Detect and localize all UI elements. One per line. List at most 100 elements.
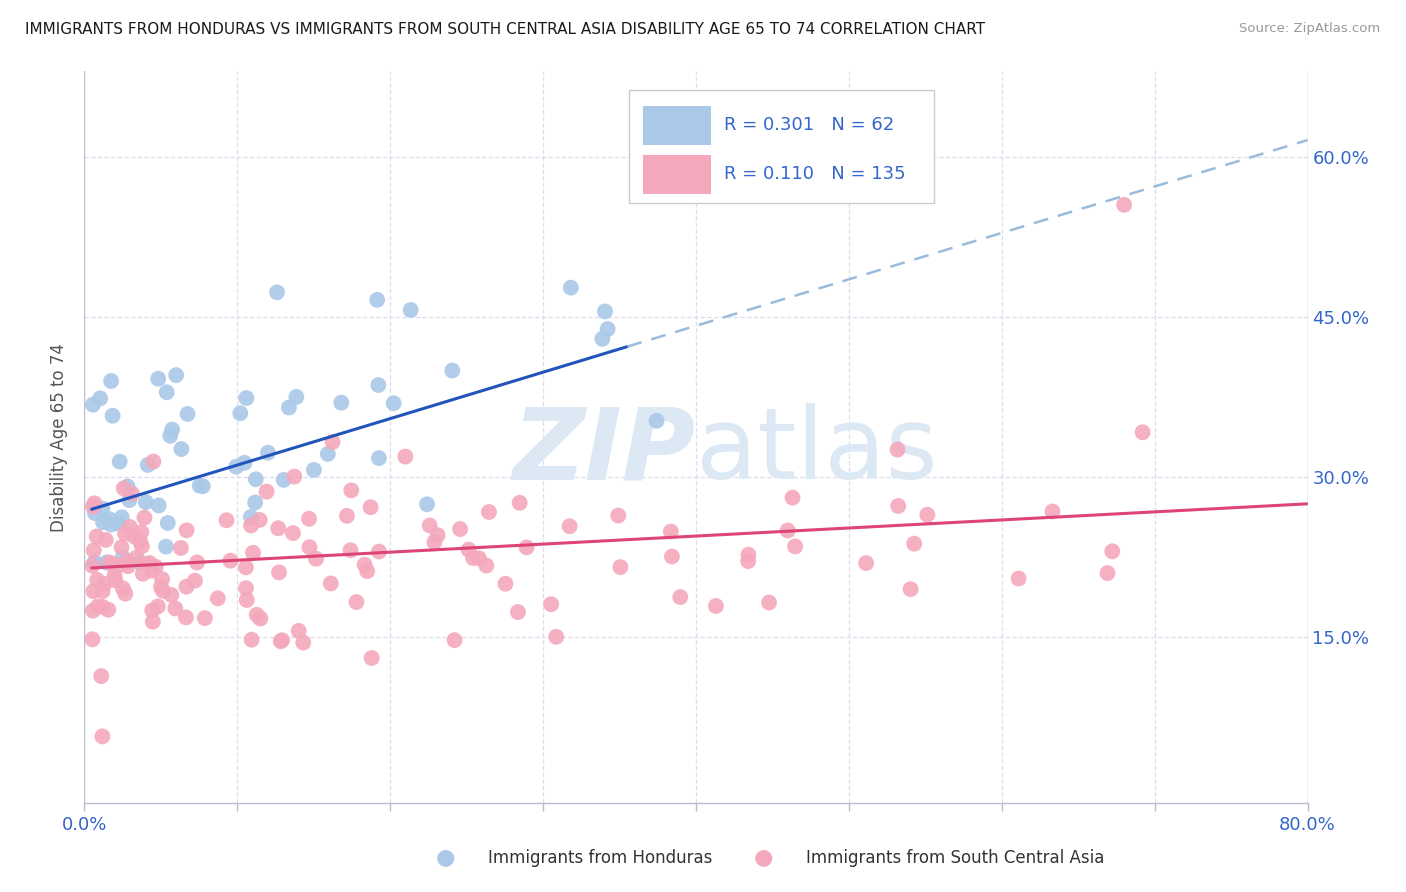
Point [235,391,257,405]
Point [419,518,441,533]
Point [82,398,104,412]
Point [188,479,211,493]
Point [704,599,727,613]
Point [108,454,131,468]
Point [152,583,174,598]
Point [900,582,922,597]
Point [292,635,315,649]
Point [236,593,259,607]
Point [558,519,581,533]
Point [776,524,799,538]
Point [97,556,120,570]
Point [117,479,139,493]
Point [560,280,582,294]
Point [278,401,301,415]
Text: R = 0.301   N = 62: R = 0.301 N = 62 [724,116,894,134]
Point [1007,572,1029,586]
Point [117,554,139,568]
Point [148,499,170,513]
Point [917,508,939,522]
Point [346,595,368,609]
Point [270,634,292,648]
Point [111,510,134,524]
Point [229,406,252,420]
Point [107,516,129,531]
Point [96,556,118,570]
Text: ZIP: ZIP [513,403,696,500]
Point [1042,504,1064,518]
Point [160,588,183,602]
Point [540,597,562,611]
Point [148,372,170,386]
Point [131,539,153,553]
Point [782,491,804,505]
Point [101,557,124,571]
Point [194,611,217,625]
Point [82,604,104,618]
Text: atlas: atlas [696,403,938,500]
Point [91,599,114,614]
Point [322,435,344,450]
Point [506,605,529,619]
Point [903,536,925,550]
Point [758,596,780,610]
Point [368,544,391,558]
Point [107,558,129,573]
Point [609,560,631,574]
Point [394,450,416,464]
Point [356,564,378,578]
Point [110,540,132,554]
Point [138,556,160,570]
Point [330,395,353,409]
Point [91,730,114,744]
Point [546,630,568,644]
Point [273,473,295,487]
Point [186,556,208,570]
Point [243,495,266,509]
Point [449,522,471,536]
Point [170,442,193,456]
Point [136,458,159,472]
Point [111,550,134,565]
Point [319,576,342,591]
Point [145,559,167,574]
Text: ●: ● [754,847,773,868]
Point [104,574,127,588]
Point [207,591,229,606]
Point [267,521,290,535]
Point [176,407,198,421]
Point [98,556,121,570]
Point [659,524,682,539]
Point [91,584,114,599]
Point [146,599,169,614]
Point [302,463,325,477]
Point [368,451,391,466]
Point [593,304,616,318]
Point [468,551,491,566]
Point [591,332,613,346]
FancyBboxPatch shape [644,155,710,194]
Point [249,611,271,625]
Point [596,322,619,336]
Point [257,446,280,460]
Point [176,524,198,538]
Point [160,423,183,437]
Point [1132,425,1154,440]
Point [366,293,388,307]
Point [339,543,361,558]
Point [340,483,363,498]
Point [149,580,172,594]
Point [82,584,104,599]
Point [353,558,375,572]
Point [115,556,138,570]
Point [416,497,439,511]
Point [91,515,114,529]
Point [886,442,908,457]
Point [114,526,136,541]
Point [1114,198,1136,212]
Text: Immigrants from Honduras: Immigrants from Honduras [488,848,713,867]
Point [382,396,405,410]
Point [367,378,389,392]
Point [855,556,877,570]
Point [114,587,136,601]
